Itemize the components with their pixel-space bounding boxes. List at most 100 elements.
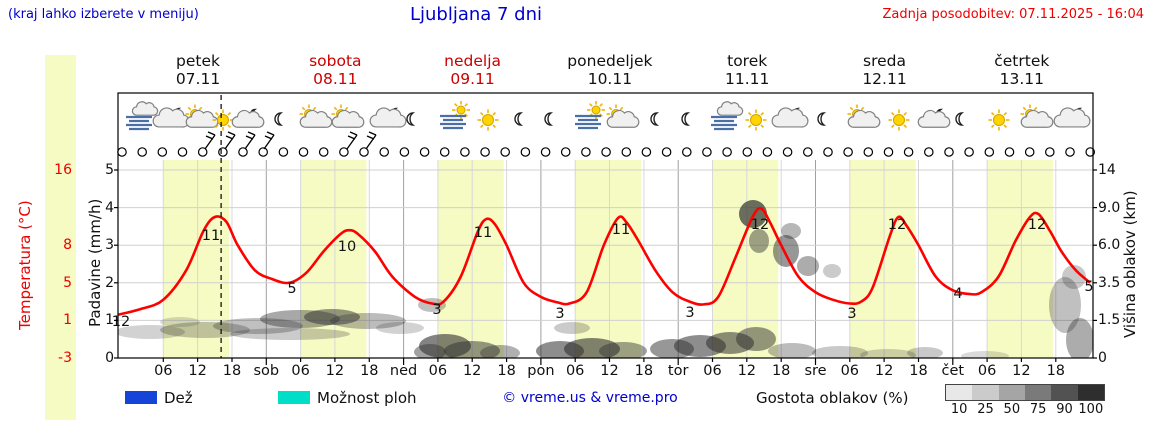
density-segment xyxy=(1024,385,1052,400)
cloud-height-tick-label: 1.5 xyxy=(1098,312,1121,329)
cloud-cover-symbol xyxy=(419,147,430,157)
last-update-timestamp: Zadnja posodobitev: 07.11.2025 - 16:04 xyxy=(882,7,1144,22)
cloud-blob xyxy=(554,322,590,334)
day-date: 13.11 xyxy=(999,70,1044,88)
cloud-blob xyxy=(213,318,303,334)
menu-hint: (kraj lahko izberete v meniju) xyxy=(8,7,199,22)
cloud-blob xyxy=(961,351,1009,358)
stratus-sun-icon xyxy=(575,101,605,130)
day-header-torek: torek 11.11 xyxy=(678,52,816,88)
cloud-blob xyxy=(781,223,801,239)
daylight-band xyxy=(712,160,779,358)
sun-cloud-icon xyxy=(331,104,365,128)
cloud-density-gradient-bar xyxy=(945,384,1105,401)
temperature-value-label: 3 xyxy=(847,306,856,322)
density-tick-label: 90 xyxy=(1056,402,1073,417)
x-tick-label: 06 xyxy=(840,363,860,379)
x-tick-label: pon xyxy=(527,363,555,379)
density-tick-label: 50 xyxy=(1003,402,1021,417)
cloud-cover-symbol xyxy=(1065,147,1075,157)
wind-barb-icon xyxy=(346,131,358,150)
temperature-tick-label: -3 xyxy=(58,350,72,366)
density-tick-label: 100 xyxy=(1078,402,1104,417)
x-tick-label: ned xyxy=(389,363,418,379)
stratus-sun-icon xyxy=(440,101,470,130)
cloud-blob xyxy=(1062,265,1086,289)
moon-icon xyxy=(650,112,660,126)
cloud-cover-symbol xyxy=(1085,147,1095,157)
day-date: 12.11 xyxy=(862,70,907,88)
day-header-petek: petek 07.11 xyxy=(129,52,267,88)
cloud-cover-symbol xyxy=(480,147,490,157)
x-tick-label: 18 xyxy=(497,363,516,379)
sun-icon xyxy=(888,109,910,131)
cloud-blob xyxy=(564,338,620,358)
x-tick-label: 06 xyxy=(703,363,722,379)
day-date: 11.11 xyxy=(725,70,770,88)
cloud-moon-icon xyxy=(1053,107,1091,128)
cloud-cover-symbol xyxy=(762,147,773,157)
temperature-tick-label: 1 xyxy=(63,312,72,329)
x-tick-label: tor xyxy=(667,363,689,379)
temperature-tick-label: 5 xyxy=(63,274,72,291)
cloud-cover-symbol xyxy=(278,147,289,157)
cloud-blob xyxy=(1049,277,1081,333)
moon-cloud-icon xyxy=(917,108,951,128)
day-header-nedelja: nedelja 09.11 xyxy=(404,52,542,88)
cloud-blob xyxy=(376,322,424,334)
rain-legend-swatch xyxy=(125,391,157,404)
cloud-blob xyxy=(812,346,868,358)
x-tick-label: 18 xyxy=(909,363,928,379)
x-tick-label: 06 xyxy=(565,363,585,379)
x-tick-label: sre xyxy=(804,363,827,379)
cloud-cover-symbol xyxy=(883,147,894,157)
cloud-height-tick-label: 3.5 xyxy=(1098,274,1121,291)
precipitation-tick-label: 4 xyxy=(105,199,114,216)
density-segment xyxy=(972,385,999,400)
cloud-cover-symbol xyxy=(601,147,611,157)
cloud-cover-symbol xyxy=(843,147,853,157)
day-name: petek xyxy=(176,52,220,70)
cloud-cover-symbol xyxy=(621,147,632,157)
showers-legend-swatch xyxy=(278,391,310,404)
day-name: sobota xyxy=(309,52,362,70)
sun-cloud-icon xyxy=(847,104,881,128)
density-tick-label: 75 xyxy=(1029,402,1047,417)
temperature-tick-label: 8 xyxy=(63,237,72,254)
wind-barb-icon xyxy=(365,131,377,150)
sun-icon xyxy=(212,109,234,131)
day-name: četrtek xyxy=(994,52,1050,70)
temperature-value-label: 12 xyxy=(888,217,906,233)
cloud-blob xyxy=(768,343,816,358)
precipitation-tick-label: 5 xyxy=(105,162,114,178)
moon-icon xyxy=(274,112,284,126)
temperature-value-label: 10 xyxy=(338,239,356,255)
copyright-link[interactable]: © vreme.us & vreme.pro xyxy=(502,390,678,406)
cloud-cover-symbol xyxy=(964,147,974,157)
cloud-cover-symbol xyxy=(1045,147,1055,157)
x-tick-label: 12 xyxy=(1012,363,1031,379)
sun-icon xyxy=(477,109,499,131)
temperature-value-label: 12 xyxy=(1028,217,1046,233)
daylight-band xyxy=(163,160,230,358)
temperature-value-label: 11 xyxy=(202,228,220,244)
cloud-cover-symbol xyxy=(258,147,268,157)
cloud-blob xyxy=(118,325,185,339)
temperature-value-label: 4 xyxy=(953,286,962,302)
moon-cloud-icon xyxy=(231,108,265,128)
cloud-cover-symbol xyxy=(298,147,309,157)
cloud-cover-symbol xyxy=(903,147,914,157)
cloud-cover-symbol xyxy=(137,147,147,157)
cloud-height-tick-label: 0 xyxy=(1098,350,1107,366)
wind-barb-icon xyxy=(244,131,256,150)
moon-icon xyxy=(514,112,524,126)
density-segment xyxy=(998,385,1025,400)
cloud-blob xyxy=(907,347,943,358)
moon-icon xyxy=(406,112,416,126)
cloud-moon-icon xyxy=(152,107,190,128)
temperature-value-label: 11 xyxy=(612,222,630,238)
cloud-cover-symbol xyxy=(661,147,672,157)
temperature-curve xyxy=(118,207,1091,317)
cloud-cover-symbol xyxy=(318,147,329,157)
sun-icon xyxy=(988,109,1010,131)
